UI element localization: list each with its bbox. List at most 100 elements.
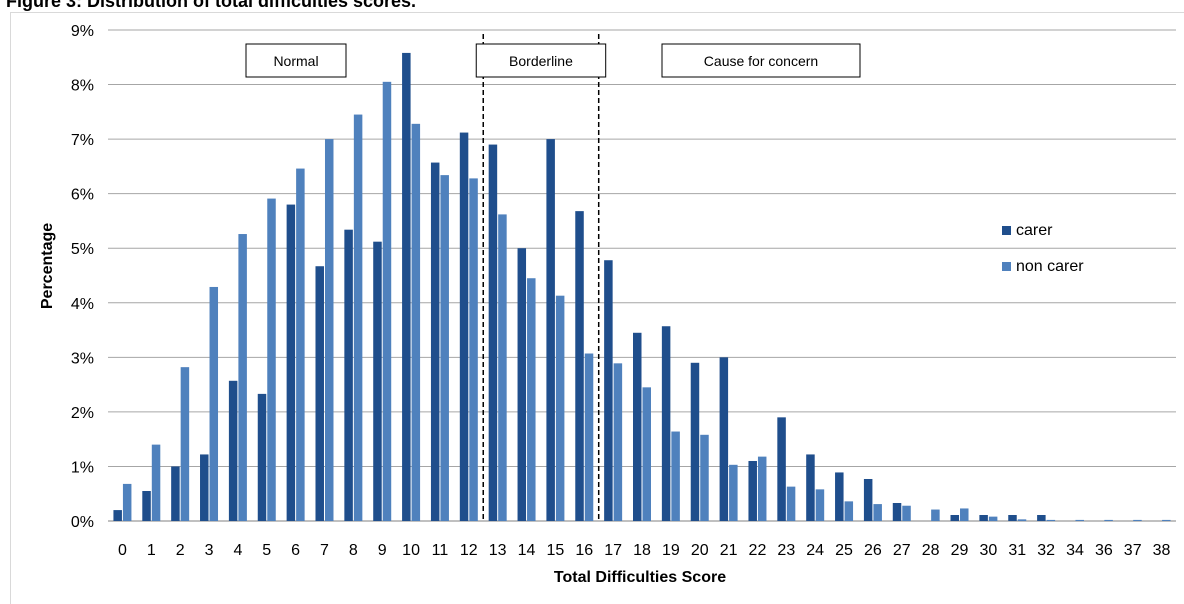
bar-carer	[604, 260, 613, 521]
y-tick-label: 7%	[71, 132, 94, 149]
bar-non-carer	[1133, 519, 1142, 521]
x-tick-label: 13	[489, 542, 507, 559]
bar-non-carer	[786, 486, 796, 521]
x-tick-label: 20	[691, 542, 709, 559]
y-tick-label: 1%	[71, 459, 94, 476]
x-tick-label: 27	[893, 542, 911, 559]
legend-label: carer	[1016, 222, 1053, 239]
bar-non-carer	[960, 508, 969, 521]
bar-non-carer	[267, 198, 276, 521]
bar-non-carer	[296, 168, 305, 521]
bar-non-carer	[180, 367, 190, 521]
y-tick-label: 6%	[71, 187, 94, 204]
x-tick-label: 36	[1095, 542, 1113, 559]
x-tick-label: 38	[1153, 542, 1171, 559]
bar-carer	[690, 362, 700, 521]
bar-non-carer	[411, 123, 421, 521]
bar-non-carer	[382, 81, 392, 522]
bar-non-carer	[555, 295, 565, 521]
x-tick-label: 8	[349, 542, 358, 559]
bar-non-carer	[238, 234, 247, 521]
bar-non-carer	[1046, 519, 1056, 521]
bar-non-carer	[815, 489, 825, 521]
bar-carer	[402, 52, 411, 522]
x-tick-label: 3	[205, 542, 214, 559]
x-axis-title: Total Difficulties Score	[554, 569, 726, 586]
bar-non-carer	[844, 501, 854, 521]
bar-carer	[200, 454, 209, 521]
y-tick-label: 2%	[71, 405, 94, 422]
bar-non-carer	[122, 483, 132, 521]
bar-non-carer	[729, 464, 738, 521]
bar-non-carer	[700, 434, 709, 521]
x-tick-label: 0	[118, 542, 127, 559]
bar-carer	[344, 229, 353, 521]
bar-carer	[142, 490, 151, 521]
x-tick-label: 26	[864, 542, 882, 559]
bar-carer	[950, 514, 960, 521]
bar-non-carer	[1104, 519, 1113, 521]
chart-frame	[10, 12, 1184, 604]
bar-carer	[488, 144, 498, 522]
bar-non-carer	[671, 431, 680, 521]
zone-label: Cause for concern	[704, 53, 818, 69]
x-tick-label: 6	[291, 542, 300, 559]
y-tick-label: 4%	[71, 296, 94, 313]
bar-carer	[546, 139, 555, 521]
y-tick-label: 9%	[71, 23, 94, 40]
legend-label: non carer	[1016, 258, 1084, 275]
bar-non-carer	[613, 363, 623, 521]
x-tick-label: 32	[1037, 542, 1055, 559]
x-tick-label: 23	[777, 542, 795, 559]
x-tick-label: 5	[262, 542, 271, 559]
bar-non-carer	[469, 178, 478, 521]
gridlines	[108, 29, 1176, 522]
x-tick-label: 22	[749, 542, 767, 559]
bar-carer	[430, 162, 440, 521]
y-tick-label: 5%	[71, 241, 94, 258]
bar-non-carer	[498, 214, 507, 522]
bar-non-carer	[324, 139, 334, 521]
y-tick-label: 8%	[71, 78, 94, 95]
x-tick-label: 30	[979, 542, 997, 559]
bar-non-carer	[902, 505, 911, 521]
x-tick-label: 12	[460, 542, 478, 559]
bar-non-carer	[642, 387, 651, 521]
bar-non-carer	[931, 509, 940, 521]
x-tick-label: 16	[575, 542, 593, 559]
x-tick-labels: 0 1 2 3 4 5 6 7 8 9 10 11 12 13 14 15 16 17 18 19 20 21 22 23 24…	[118, 542, 1171, 559]
x-tick-label: 19	[662, 542, 680, 559]
bar-non-carer	[440, 175, 449, 521]
figure-title: Figure 3: Distribution of total difficul…	[6, 0, 417, 11]
bar-non-carer	[584, 353, 594, 521]
legend-swatch	[1002, 226, 1011, 235]
bar-carer	[575, 211, 584, 521]
zone-label-box	[661, 43, 861, 78]
x-tick-label: 18	[633, 542, 651, 559]
bar-carer	[315, 266, 324, 521]
bar-non-carer	[873, 504, 882, 521]
bar-carer	[171, 466, 180, 521]
bar-carer	[286, 204, 296, 522]
zone-label: Normal	[273, 53, 318, 69]
x-tick-label: 7	[320, 542, 329, 559]
zone-label-box	[475, 43, 607, 78]
bar-carer	[257, 393, 267, 521]
x-tick-label: 21	[720, 542, 738, 559]
bar-carer	[1008, 514, 1017, 521]
x-tick-label: 4	[233, 542, 242, 559]
bar-non-carer	[988, 516, 998, 521]
x-tick-label: 24	[806, 542, 824, 559]
bar-carer	[777, 417, 786, 521]
bar-non-carer	[757, 456, 767, 521]
legend: carer non carer	[1002, 222, 1084, 275]
y-tick-label: 3%	[71, 350, 94, 367]
zone-labels: Normal Borderline Cause for concern	[245, 43, 861, 78]
bar-non-carer	[1075, 519, 1084, 521]
bar-carer	[113, 510, 122, 521]
bars	[113, 52, 1171, 522]
bar-carer	[979, 514, 988, 521]
bar-non-carer	[151, 444, 161, 521]
zone-dividers	[482, 34, 600, 521]
bar-non-carer	[1017, 519, 1027, 521]
